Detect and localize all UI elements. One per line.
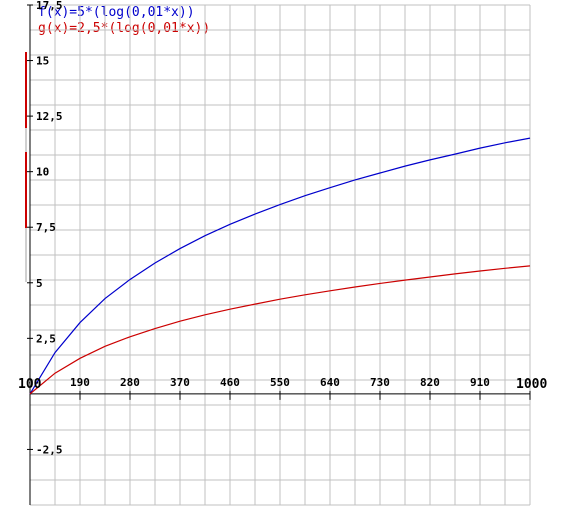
y-tick-label: -2,5 (36, 443, 63, 456)
x-tick-label: 910 (470, 376, 490, 389)
series-line-f (29, 137, 531, 395)
y-tick-label: 10 (36, 166, 49, 179)
x-tick-label: 820 (420, 376, 440, 389)
x-tick-label: 730 (370, 376, 390, 389)
legend-entry-g: g(x)=2,5*(log(0,01*x)) (38, 21, 211, 36)
x-tick-label: 280 (120, 376, 140, 389)
y-tick-label: 12,5 (36, 110, 63, 123)
x-tick-label: 1000 (516, 377, 547, 392)
x-tick-label: 190 (70, 376, 90, 389)
y-tick-label: 2,5 (36, 332, 56, 345)
grid (29, 4, 531, 506)
series-lines (29, 137, 531, 395)
axes (27, 4, 531, 505)
series-line-g (29, 265, 531, 395)
y-tick-label: 15 (36, 55, 49, 68)
tick-labels: 100 190 280 370 460 550 640 730 820 910 1000 17,5 15… (18, 0, 547, 456)
y-tick-label: 5 (36, 277, 43, 290)
x-tick-label: 550 (270, 376, 290, 389)
x-tick-label: 640 (320, 376, 340, 389)
x-tick-label: 370 (170, 376, 190, 389)
y-tick-label: 17,5 (36, 0, 63, 12)
x-tick-label: 100 (18, 377, 42, 392)
y-tick-label: 7,5 (36, 221, 56, 234)
x-tick-label: 460 (220, 376, 240, 389)
